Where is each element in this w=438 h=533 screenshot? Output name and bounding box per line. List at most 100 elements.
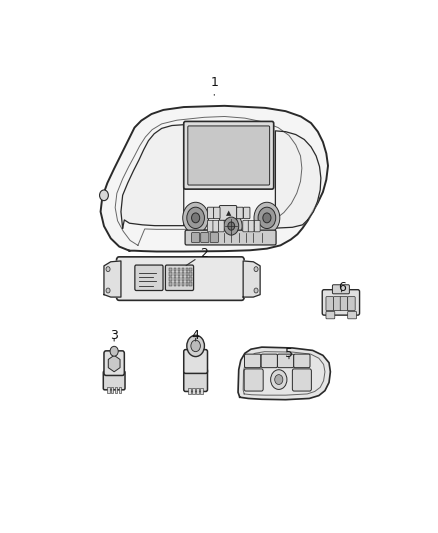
FancyBboxPatch shape <box>214 207 220 219</box>
FancyBboxPatch shape <box>208 220 213 232</box>
Bar <box>189 272 192 276</box>
Text: 6: 6 <box>338 281 346 294</box>
Circle shape <box>187 335 205 357</box>
FancyBboxPatch shape <box>333 297 341 311</box>
Bar <box>186 268 188 271</box>
Bar <box>173 272 176 276</box>
Polygon shape <box>108 356 120 372</box>
FancyBboxPatch shape <box>254 220 260 232</box>
FancyBboxPatch shape <box>219 206 237 220</box>
Text: 3: 3 <box>110 329 118 342</box>
FancyBboxPatch shape <box>348 311 357 319</box>
FancyBboxPatch shape <box>103 371 125 390</box>
FancyBboxPatch shape <box>184 122 274 189</box>
FancyBboxPatch shape <box>184 369 208 391</box>
Bar <box>173 268 176 271</box>
FancyBboxPatch shape <box>294 354 310 368</box>
Polygon shape <box>121 125 184 228</box>
Polygon shape <box>276 131 321 228</box>
FancyBboxPatch shape <box>135 265 163 290</box>
Circle shape <box>254 288 258 293</box>
Bar <box>170 272 172 276</box>
FancyBboxPatch shape <box>244 369 263 391</box>
FancyBboxPatch shape <box>213 220 219 232</box>
Bar <box>182 272 184 276</box>
Circle shape <box>224 217 239 235</box>
Polygon shape <box>101 106 328 252</box>
Bar <box>107 387 110 393</box>
Bar <box>182 277 184 281</box>
Circle shape <box>275 375 283 384</box>
Text: 2: 2 <box>186 247 208 265</box>
Bar <box>170 282 172 286</box>
FancyBboxPatch shape <box>248 220 254 232</box>
Circle shape <box>99 190 108 200</box>
FancyBboxPatch shape <box>188 126 270 185</box>
Bar <box>115 387 117 393</box>
FancyBboxPatch shape <box>293 369 311 391</box>
Circle shape <box>228 222 235 230</box>
Circle shape <box>191 340 200 352</box>
FancyBboxPatch shape <box>243 220 249 232</box>
Bar <box>189 268 192 271</box>
Bar <box>186 282 188 286</box>
Bar <box>189 282 192 286</box>
Text: 1: 1 <box>210 76 218 95</box>
Bar <box>196 388 199 394</box>
FancyBboxPatch shape <box>244 354 261 368</box>
Bar <box>170 268 172 271</box>
Text: 4: 4 <box>192 329 200 342</box>
FancyBboxPatch shape <box>237 207 243 219</box>
Bar <box>178 277 180 281</box>
Circle shape <box>187 207 205 229</box>
Bar <box>182 282 184 286</box>
FancyBboxPatch shape <box>201 232 209 243</box>
Text: 5: 5 <box>285 347 293 360</box>
Bar <box>119 387 121 393</box>
FancyBboxPatch shape <box>348 297 355 311</box>
FancyBboxPatch shape <box>117 257 244 301</box>
Circle shape <box>220 213 242 239</box>
FancyBboxPatch shape <box>185 230 276 245</box>
FancyBboxPatch shape <box>210 232 219 243</box>
Circle shape <box>106 266 110 272</box>
FancyBboxPatch shape <box>104 351 124 375</box>
Circle shape <box>183 202 208 233</box>
Bar <box>200 388 203 394</box>
Bar <box>173 282 176 286</box>
FancyBboxPatch shape <box>277 354 294 368</box>
FancyBboxPatch shape <box>219 220 224 232</box>
Text: ▲: ▲ <box>226 210 231 216</box>
Bar <box>189 277 192 281</box>
Circle shape <box>106 288 110 293</box>
Circle shape <box>254 202 280 233</box>
Bar <box>111 387 113 393</box>
FancyBboxPatch shape <box>340 297 348 311</box>
Circle shape <box>254 266 258 272</box>
Polygon shape <box>238 347 330 400</box>
Polygon shape <box>243 261 260 297</box>
FancyBboxPatch shape <box>184 350 208 374</box>
Circle shape <box>263 213 271 223</box>
FancyBboxPatch shape <box>326 297 333 311</box>
FancyBboxPatch shape <box>191 232 200 243</box>
FancyBboxPatch shape <box>261 354 277 368</box>
Circle shape <box>258 207 276 229</box>
Circle shape <box>110 346 118 356</box>
Polygon shape <box>104 261 121 297</box>
FancyBboxPatch shape <box>322 290 360 315</box>
Bar <box>170 277 172 281</box>
Circle shape <box>271 370 287 390</box>
Bar <box>188 388 191 394</box>
FancyBboxPatch shape <box>326 311 335 319</box>
Bar <box>178 268 180 271</box>
FancyBboxPatch shape <box>244 207 250 219</box>
Bar <box>186 272 188 276</box>
Bar <box>178 282 180 286</box>
FancyBboxPatch shape <box>332 285 350 294</box>
Circle shape <box>191 213 200 223</box>
FancyBboxPatch shape <box>208 207 214 219</box>
FancyBboxPatch shape <box>166 265 194 290</box>
Bar <box>182 268 184 271</box>
Bar <box>178 272 180 276</box>
